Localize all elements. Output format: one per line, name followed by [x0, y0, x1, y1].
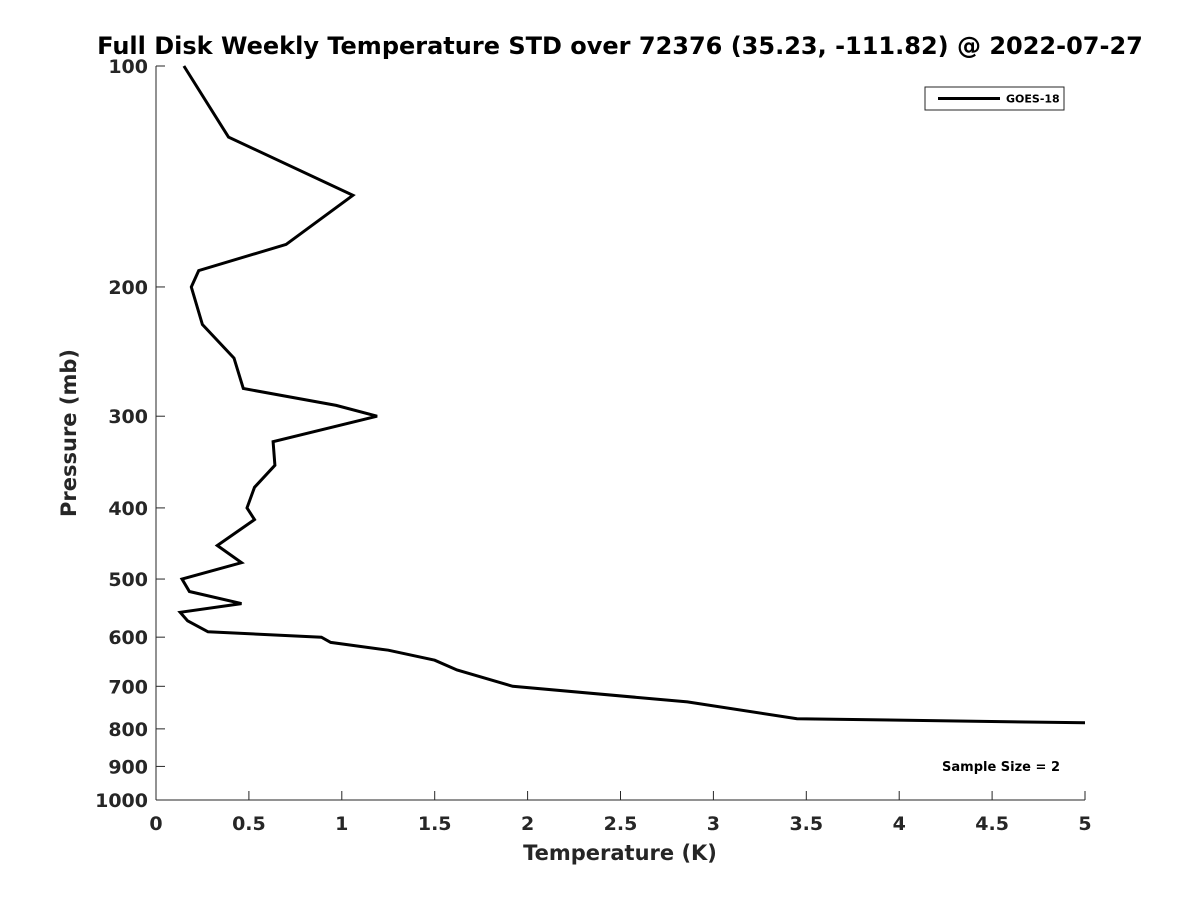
y-tick-label: 800 — [108, 719, 148, 741]
x-tick-label: 4 — [893, 813, 906, 835]
x-tick-label: 4.5 — [975, 813, 1009, 835]
x-tick-label: 3 — [707, 813, 720, 835]
x-ticks: 0 0.5 1 1.5 2 2.5 3 3.5 4 4.5 5 — [149, 791, 1092, 835]
x-tick-label: 0 — [149, 813, 162, 835]
y-ticks: 100 200 300 400 500 600 700 800 900 1000 — [95, 56, 165, 812]
y-tick-label: 500 — [108, 569, 148, 591]
series-line-goes-18 — [177, 65, 1086, 725]
y-tick-label: 300 — [108, 406, 148, 428]
y-tick-label: 100 — [108, 56, 148, 78]
y-axis-title: Pressure (mb) — [57, 349, 81, 517]
x-tick-label: 2 — [521, 813, 534, 835]
sample-size-annotation: Sample Size = 2 — [942, 760, 1060, 775]
y-tick-label: 700 — [108, 676, 148, 698]
x-axis-title: Temperature (K) — [523, 841, 717, 865]
y-tick-label: 900 — [108, 756, 148, 778]
y-tick-label: 1000 — [95, 790, 148, 812]
x-tick-label: 5 — [1078, 813, 1091, 835]
legend-label: GOES-18 — [1006, 93, 1060, 106]
x-tick-label: 3.5 — [789, 813, 823, 835]
y-tick-label: 200 — [108, 277, 148, 299]
y-tick-label: 600 — [108, 627, 148, 649]
series-layer — [177, 65, 1086, 725]
x-tick-label: 0.5 — [232, 813, 266, 835]
x-tick-label: 2.5 — [604, 813, 638, 835]
legend: GOES-18 — [924, 86, 1065, 111]
chart-title: Full Disk Weekly Temperature STD over 72… — [97, 32, 1143, 60]
x-tick-label: 1.5 — [418, 813, 452, 835]
x-tick-label: 1 — [335, 813, 348, 835]
y-tick-label: 400 — [108, 498, 148, 520]
